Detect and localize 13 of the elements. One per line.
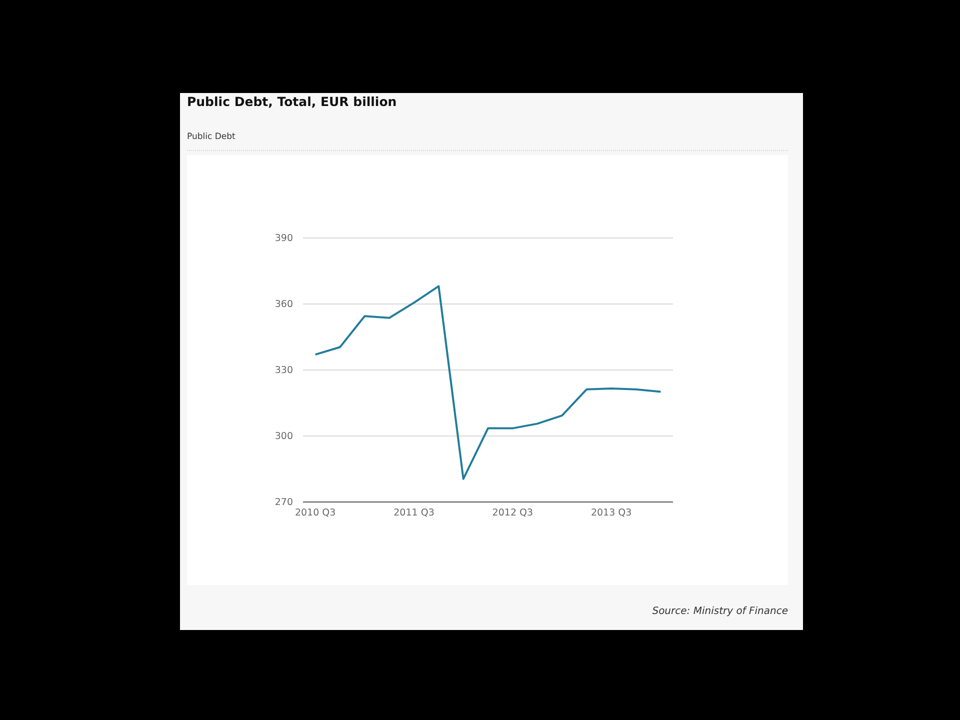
x-tick-label: 2013 Q3 xyxy=(590,508,632,519)
y-tick-label: 300 xyxy=(274,431,293,442)
x-tick-label: 2012 Q3 xyxy=(492,508,534,519)
chart-title: Public Debt, Total, EUR billion xyxy=(187,94,397,109)
line-series xyxy=(314,285,662,480)
y-tick-label: 330 xyxy=(274,365,293,376)
x-tick-label: 2010 Q3 xyxy=(294,508,336,519)
x-tick-label: 2011 Q3 xyxy=(394,508,434,519)
y-tick-label: 390 xyxy=(274,233,293,244)
y-tick-label: 270 xyxy=(274,497,293,508)
text: Public Debt xyxy=(187,132,236,142)
source-note: Source: Ministry of Finance xyxy=(652,606,788,617)
y-tick-label: 360 xyxy=(274,299,293,310)
